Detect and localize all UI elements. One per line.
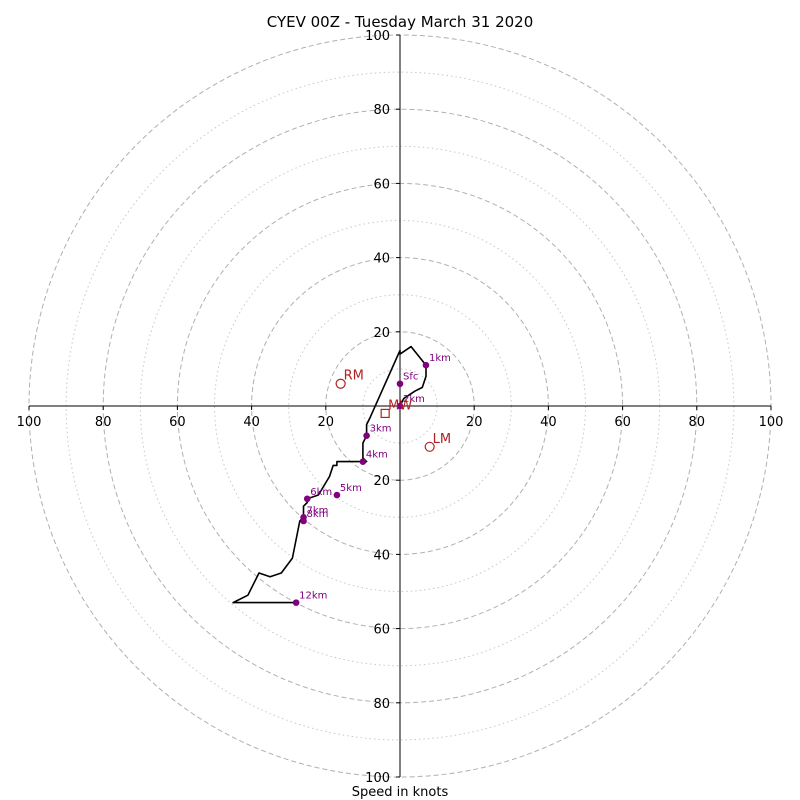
- storm-motion-label: RM: [344, 369, 364, 384]
- height-marker-point: [292, 599, 300, 606]
- height-marker-label: Sfc: [403, 372, 418, 383]
- height-marker-label: 7km: [307, 505, 329, 516]
- mean-wind-marker: [380, 408, 390, 419]
- x-tick-label: 100: [17, 415, 42, 430]
- y-tick-label: 20: [373, 326, 390, 341]
- storm-motions: RM LM MW: [335, 369, 451, 452]
- height-marker-label: 4km: [366, 450, 388, 461]
- height-marker-label: 3km: [370, 424, 392, 435]
- height-marker-point: [333, 491, 341, 499]
- height-marker-point: [422, 361, 430, 369]
- y-tick-label: 100: [365, 771, 390, 786]
- x-tick-label: 20: [466, 415, 483, 430]
- x-tick-label: 100: [759, 415, 784, 430]
- tick-labels: 100 80 60 40 20 20 40 60 80 100 100 80 60 40 20 20 40 60 8…: [17, 29, 784, 786]
- y-tick-label: 100: [365, 29, 390, 44]
- x-tick-label: 80: [689, 415, 706, 430]
- height-marker-point: [363, 432, 370, 439]
- y-tick-label: 40: [373, 252, 390, 267]
- hodograph-trace-line: [232, 345, 427, 604]
- height-marker-label: 2km: [403, 394, 425, 405]
- height-marker-point: [396, 380, 404, 388]
- x-tick-label: 20: [318, 415, 335, 430]
- x-tick-label: 40: [540, 415, 557, 430]
- y-tick-label: 60: [373, 177, 390, 192]
- y-tick-label: 40: [373, 548, 390, 563]
- storm-motion-marker: [335, 378, 346, 389]
- height-marker-label: 12km: [299, 591, 327, 602]
- height-marker-point: [359, 458, 367, 465]
- height-marker-point: [303, 495, 311, 503]
- x-tick-label: 60: [169, 415, 186, 430]
- x-tick-label: 60: [614, 415, 631, 430]
- storm-motion-label: MW: [388, 398, 412, 413]
- x-tick-label: 80: [95, 415, 112, 430]
- storm-motion-marker: [424, 441, 435, 452]
- x-axis-label: Speed in knots: [352, 785, 449, 800]
- y-tick-label: 80: [373, 103, 390, 118]
- wind-trace: [232, 345, 427, 604]
- height-marker-label: 1km: [429, 353, 451, 364]
- x-tick-label: 40: [243, 415, 260, 430]
- storm-motion-label: LM: [433, 432, 451, 447]
- height-marker-label: 6km: [310, 487, 332, 498]
- y-tick-label: 20: [373, 474, 390, 489]
- height-marker-label: 5km: [340, 483, 362, 494]
- height-marker-label: 8km: [307, 509, 329, 520]
- height-marker-point: [300, 517, 307, 525]
- height-marker-point: [396, 402, 404, 410]
- chart-title: CYEV 00Z - Tuesday March 31 2020: [267, 13, 534, 31]
- y-tick-label: 80: [373, 697, 390, 712]
- y-tick-label: 60: [373, 623, 390, 638]
